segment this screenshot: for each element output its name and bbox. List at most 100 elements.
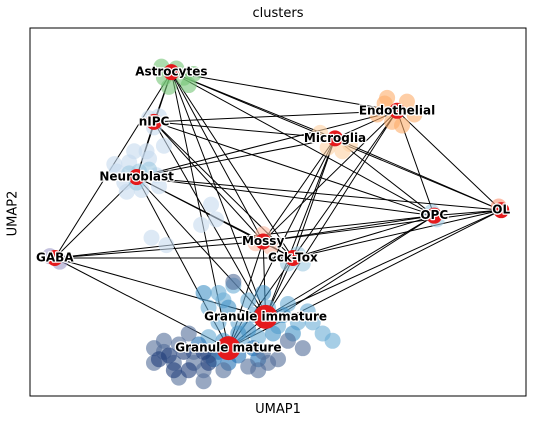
cell-point-granule-mature [165,362,182,379]
cell-point-granule-immature [200,299,217,316]
cell-point-granule-mature [180,325,197,342]
cell-point-endothelial [369,106,386,123]
edge-astrocytes-granule-immature [170,71,267,318]
node-gaba [46,250,63,266]
node-label-mossy: Mossy [242,234,284,248]
cell-point-neuroblast [193,216,210,233]
edge-opc-mossy [263,215,435,242]
edge-neuroblast-opc [136,176,435,217]
cell-point-granule-immature [299,303,316,320]
cell-point-endothelial [406,106,423,123]
edge-nipc-opc [153,121,435,217]
node-nipc [146,113,162,130]
node-label-astrocytes: Astrocytes [135,65,207,79]
edge-ol-mossy [263,209,502,242]
cell-point-granule-mature [215,362,232,379]
node-granule-immature [253,304,278,329]
cell-point-neuroblast [138,143,155,160]
cell-point-neuroblast [126,143,143,160]
edge-opc-gaba [54,215,435,259]
cell-point-neuroblast [143,229,160,246]
cell-point-granule-immature [220,299,237,316]
edge-endothelial-neuroblast [136,110,398,178]
node-astrocytes [163,64,180,81]
nodes-layer [46,64,510,361]
edge-nipc-microglia [153,121,336,139]
cell-point-neuroblast [158,237,175,254]
cell-point-neuroblast [141,161,158,178]
cell-point-granule-immature [195,284,212,301]
node-opc [426,207,443,224]
cell-point-granule-mature [279,332,296,349]
node-label-granule-immature: Granule immature [204,309,327,323]
node-label-nipc: nIPC [139,114,170,128]
cell-point-granule-mature [250,362,267,379]
edge-endothelial-cck-tox [292,110,398,259]
chart-title: clusters [252,6,304,21]
edge-opc-cck-tox [292,215,435,259]
plot-frame [29,27,527,397]
edge-endothelial-nipc [153,110,398,123]
cell-point-astrocytes [160,78,177,95]
edge-microglia-neuroblast [136,137,336,178]
edge-ol-cck-tox [292,209,502,259]
edge-endothelial-microglia [334,110,398,139]
node-endothelial [389,102,406,119]
node-label-granule-mature: Granule mature [175,341,281,355]
cell-point-microglia [341,135,358,152]
edge-endothelial-granule-immature [265,110,398,318]
cell-point-granule-immature [265,325,282,342]
cell-point-granule-mature [195,343,212,360]
edge-microglia-mossy [262,138,336,242]
node-microglia [327,130,344,147]
node-neuroblast [128,169,145,186]
node-ol [493,202,510,219]
edge-microglia-cck-tox [292,138,336,259]
cell-point-granule-mature [195,373,212,390]
cell-point-granule-mature [294,340,311,357]
node-label-cck-tox: Cck-Tox [268,251,318,265]
cell-point-granule-mature [180,362,197,379]
cell-point-neuroblast [155,137,172,154]
cell-point-neuroblast [106,156,123,173]
edge-mossy-gaba [54,240,264,259]
edge-ol-opc [434,209,502,217]
node-label-opc: OPC [420,208,448,222]
cell-point-granule-mature [255,343,272,360]
node-label-gaba: GABA [36,251,74,265]
node-cck-tox [284,250,301,266]
node-label-ol: OL [492,203,510,217]
edge-gaba-granule-mature [54,257,229,349]
y-axis-label: UMAP2 [5,190,21,237]
cell-point-granule-immature [240,292,257,309]
node-label-neuroblast: Neuroblast [99,170,174,184]
cell-point-granule-mature [225,273,242,290]
node-label-endothelial: Endothelial [359,103,435,117]
cell-point-granule-immature [274,307,291,324]
cell-point-granule-mature [270,351,286,368]
cell-point-endothelial [379,89,396,106]
edge-endothelial-mossy [262,110,398,242]
edge-microglia-granule-immature [265,138,336,318]
x-axis-label: UMAP1 [255,402,301,417]
cell-point-granule-immature [255,284,272,301]
cell-point-granule-mature [150,351,167,368]
cell-point-granule-immature [240,321,257,338]
cell-point-granule-immature [210,314,227,331]
cell-point-neuroblast [208,211,224,228]
cell-point-astrocytes [185,66,202,82]
labels-layer: Astrocytes Endothelial nIPC Microglia Neurob… [35,63,512,356]
edge-astrocytes-opc [171,71,435,217]
cell-point-granule-immature [324,332,341,349]
edge-neuroblast-ol [136,176,502,211]
cell-point-granule-mature [175,343,192,360]
edge-microglia-ol [334,137,502,211]
node-mossy [255,233,272,250]
cell-point-neuroblast [203,196,220,213]
edge-nipc-mossy [153,121,264,242]
cell-point-neuroblast [150,178,167,195]
edge-endothelial-ol [396,110,502,211]
node-granule-mature [216,336,241,361]
